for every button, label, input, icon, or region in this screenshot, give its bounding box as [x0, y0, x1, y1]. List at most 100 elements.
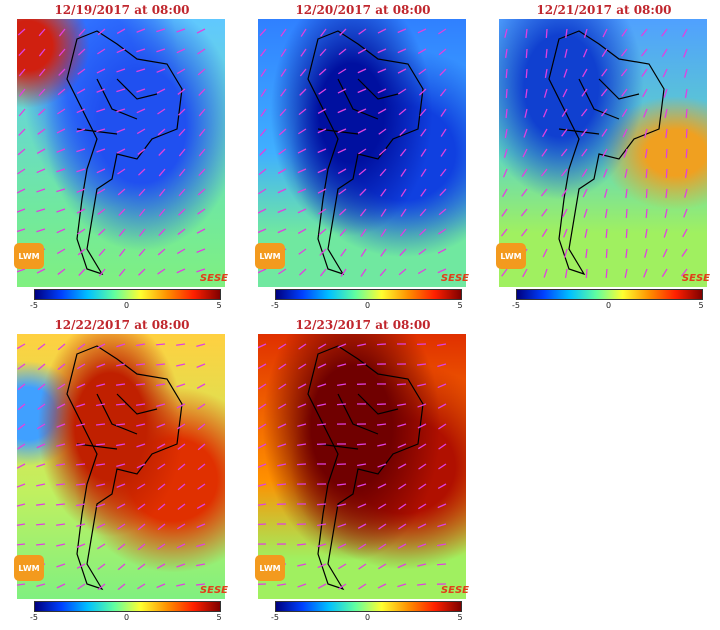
wind-arrow	[198, 108, 206, 117]
wind-arrow	[416, 363, 427, 366]
wind-arrow	[502, 168, 508, 178]
wind-arrow	[17, 543, 26, 546]
wind-arrow	[177, 483, 186, 491]
wind-arrow	[397, 443, 407, 449]
wind-arrow	[76, 148, 86, 153]
wind-arrow	[620, 48, 628, 57]
wind-arrow	[439, 168, 447, 177]
wind-arrow	[258, 423, 267, 430]
wind-arrow	[156, 423, 166, 428]
wind-arrow	[601, 128, 608, 137]
wind-arrow	[317, 343, 327, 350]
wind-arrow	[177, 443, 186, 450]
map-overlay	[500, 28, 688, 279]
wind-arrow	[542, 128, 548, 138]
wind-arrow	[602, 28, 608, 38]
wind-arrow	[157, 483, 166, 491]
colorbar-tick-label: -5	[30, 301, 38, 310]
wind-arrow	[280, 28, 287, 37]
wind-arrow	[298, 108, 307, 116]
colorbar-tick-label: -5	[512, 301, 520, 310]
wind-arrow	[197, 483, 206, 490]
wind-arrow	[397, 68, 407, 74]
wind-arrow	[36, 148, 46, 154]
wind-arrow	[317, 543, 327, 548]
panel-title: 12/22/2017 at 08:00	[54, 318, 190, 332]
wind-arrow	[337, 108, 347, 114]
wind-arrow	[683, 48, 688, 58]
wind-arrow	[501, 208, 508, 217]
wind-arrow	[581, 88, 588, 97]
wind-arrow	[437, 503, 447, 509]
wind-arrow	[436, 563, 447, 566]
wind-arrow	[601, 48, 608, 57]
map-image	[258, 334, 466, 599]
wind-arrow	[603, 168, 608, 178]
wind-arrow	[338, 68, 347, 75]
wind-arrow	[505, 68, 508, 79]
wind-arrow	[137, 563, 146, 570]
wind-arrow	[196, 363, 206, 368]
wind-arrow	[17, 343, 26, 350]
wind-arrow	[585, 268, 588, 279]
wind-arrow	[318, 68, 327, 76]
panel-title: 12/23/2017 at 08:00	[295, 318, 431, 332]
wind-arrow	[36, 483, 46, 487]
wind-arrow	[96, 523, 106, 529]
wind-arrow	[521, 168, 528, 177]
wind-arrow	[17, 148, 26, 156]
wind-arrow	[358, 28, 367, 35]
wind-arrow	[37, 108, 46, 116]
wind-arrow	[196, 383, 206, 389]
wind-arrow	[665, 188, 668, 199]
wind-arrow	[298, 363, 307, 370]
wind-arrow	[197, 443, 206, 451]
wind-arrow	[196, 523, 206, 529]
wind-arrow	[417, 423, 427, 429]
logo-sese: SESE	[440, 585, 469, 596]
wind-arrow	[158, 168, 166, 177]
wind-arrow	[378, 543, 387, 550]
wind-arrow	[297, 383, 307, 389]
wind-arrow	[317, 168, 327, 174]
wind-arrow	[357, 88, 367, 94]
wind-arrow	[357, 523, 367, 529]
colorbar-tick-label: 5	[457, 301, 463, 310]
wind-arrow	[357, 483, 367, 488]
wind-arrow	[36, 268, 46, 274]
wind-arrow	[316, 503, 327, 506]
wind-arrow	[96, 383, 106, 387]
wind-arrow	[177, 88, 186, 95]
wind-arrow	[56, 168, 66, 173]
wind-arrow	[17, 363, 26, 370]
wind-arrow	[560, 148, 568, 157]
wind-arrow	[258, 483, 267, 487]
wind-arrow	[196, 28, 206, 34]
wind-arrow	[358, 583, 367, 590]
wind-arrow	[136, 48, 146, 53]
wind-arrow	[96, 148, 106, 153]
wind-arrow	[604, 188, 608, 198]
wind-arrow	[76, 383, 86, 389]
wind-arrow	[317, 523, 327, 527]
wind-arrow	[397, 403, 407, 407]
wind-arrow	[340, 268, 347, 277]
wind-arrow	[196, 268, 206, 273]
wind-arrow	[196, 543, 206, 548]
wind-arrow	[96, 483, 106, 487]
wind-arrow	[625, 228, 628, 239]
wind-arrow	[176, 248, 186, 255]
wind-arrow	[57, 343, 66, 351]
wind-arrow	[417, 403, 427, 408]
wind-arrow	[75, 483, 86, 486]
wind-arrow	[624, 268, 628, 278]
wind-arrow	[177, 523, 186, 530]
wind-arrow	[661, 28, 668, 37]
wind-arrow	[398, 503, 407, 510]
wind-arrow	[56, 463, 66, 467]
wind-arrow	[644, 148, 648, 158]
wind-arrow	[17, 463, 26, 469]
wind-arrow	[198, 148, 206, 157]
wind-arrow	[340, 248, 347, 257]
wind-arrow	[96, 68, 106, 74]
